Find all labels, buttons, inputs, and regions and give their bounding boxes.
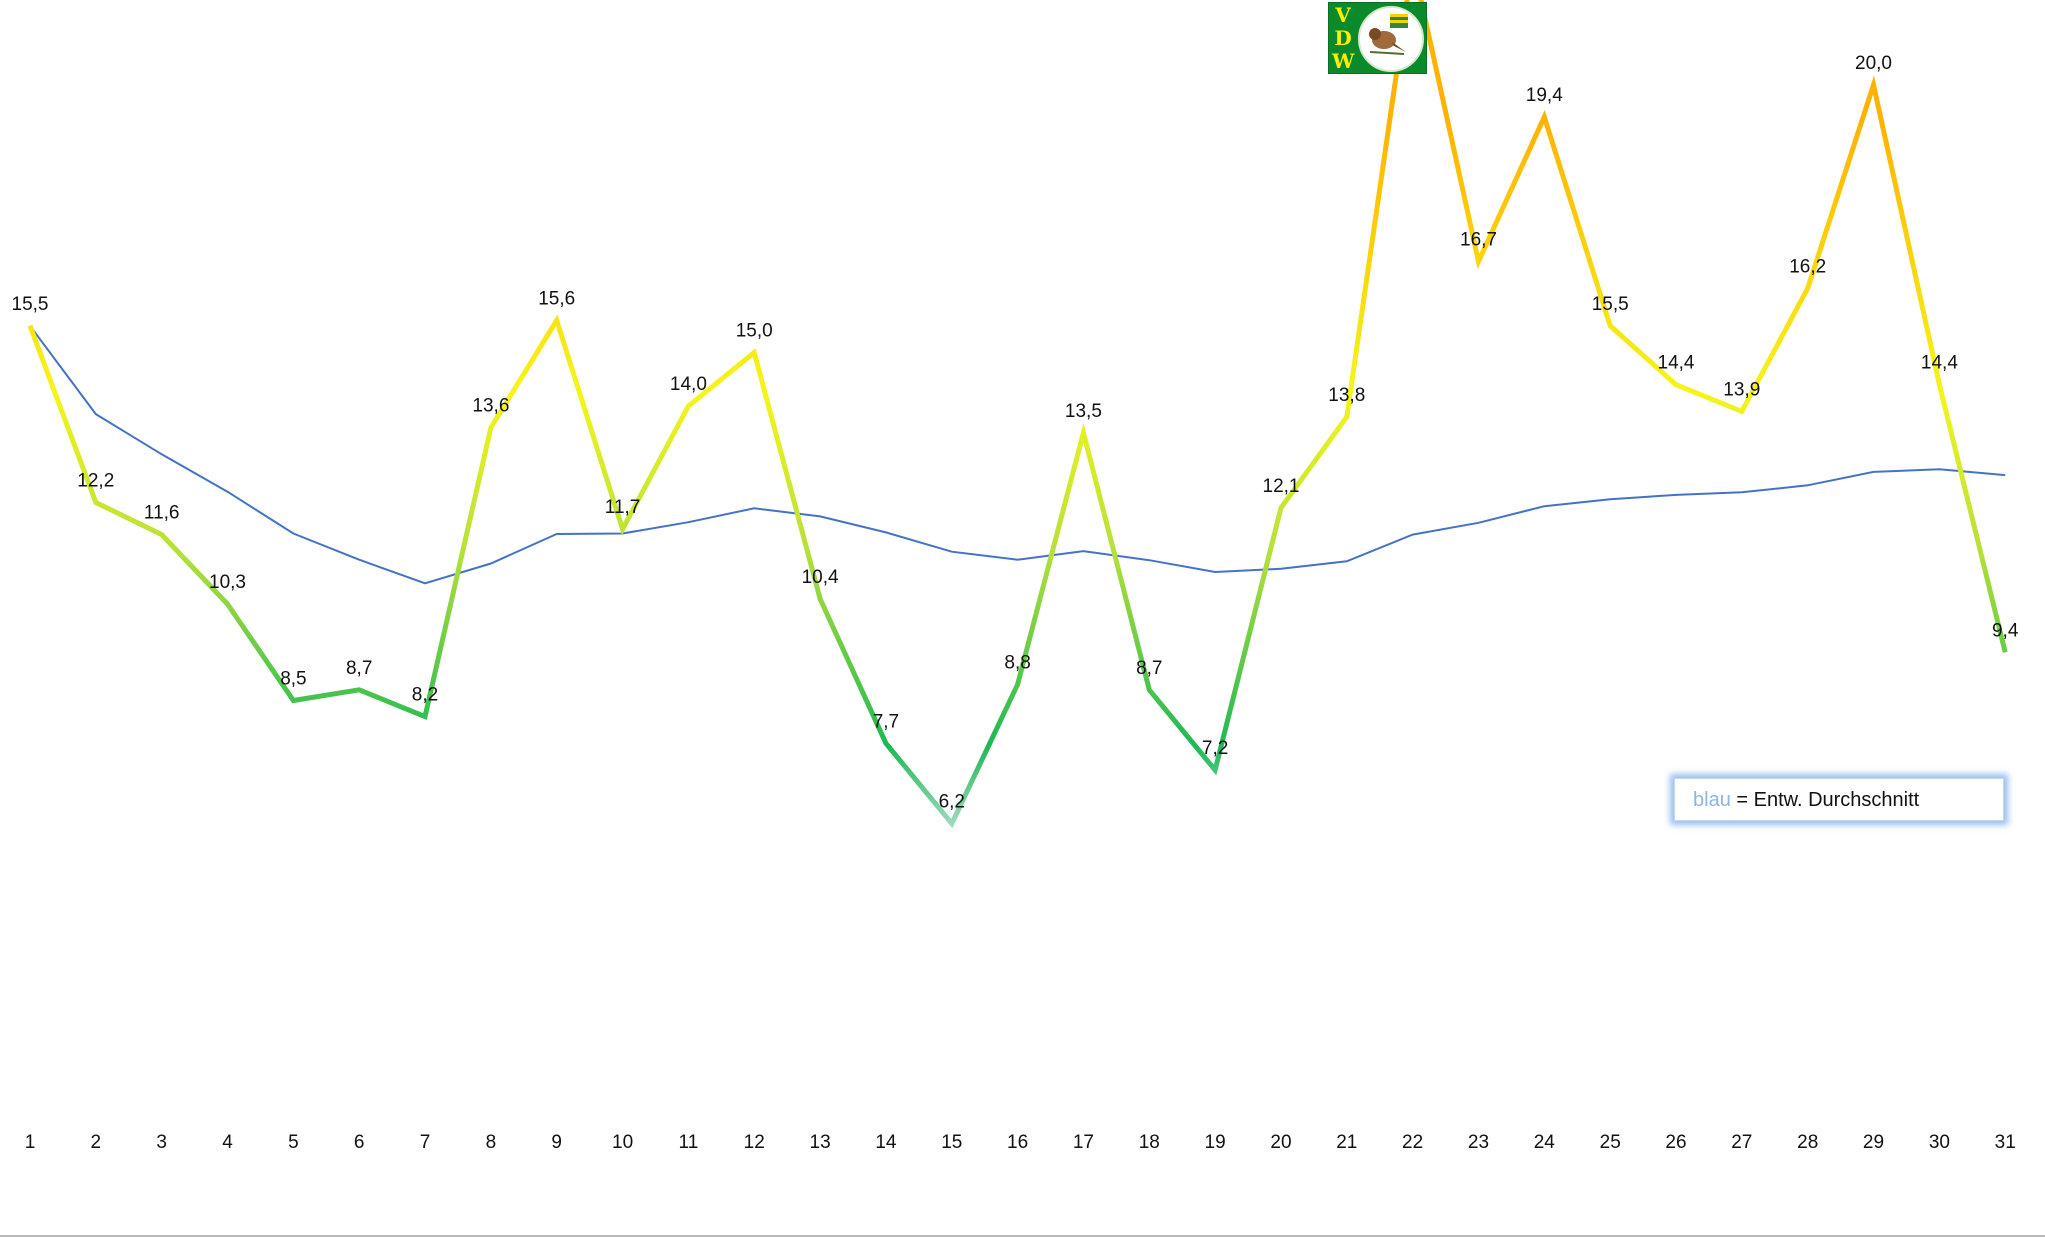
data-label: 6,2 bbox=[939, 792, 965, 813]
data-label: 16,7 bbox=[1460, 230, 1497, 251]
x-tick-label: 15 bbox=[941, 1132, 962, 1153]
x-tick-label: 8 bbox=[486, 1132, 497, 1153]
data-label: 14,0 bbox=[670, 374, 707, 395]
x-tick-label: 6 bbox=[354, 1132, 365, 1153]
vdw-logo: V D W bbox=[1328, 2, 1427, 74]
x-tick-label: 5 bbox=[288, 1132, 299, 1153]
temperature-series bbox=[27, 0, 2008, 829]
data-label: 8,5 bbox=[280, 669, 306, 690]
legend-keyword: blau bbox=[1693, 789, 1731, 811]
data-label: 11,6 bbox=[144, 503, 180, 524]
average-line bbox=[29, 325, 2006, 585]
x-tick-label: 26 bbox=[1665, 1132, 1686, 1153]
x-tick-label: 23 bbox=[1468, 1132, 1489, 1153]
data-label: 14,4 bbox=[1658, 353, 1695, 374]
x-tick-label: 7 bbox=[420, 1132, 431, 1153]
data-label: 13,8 bbox=[1328, 385, 1365, 406]
data-labels: 15,5 12,2 11,6 10,3 8,5 8,7 8,2 13,6 15,6 11,7 14,… bbox=[12, 53, 2019, 813]
data-label: 13,6 bbox=[472, 396, 509, 417]
x-tick-label: 22 bbox=[1402, 1132, 1423, 1153]
data-label: 11,7 bbox=[605, 497, 641, 518]
data-label: 15,5 bbox=[12, 294, 49, 315]
x-tick-label: 4 bbox=[222, 1132, 233, 1153]
data-label: 7,7 bbox=[873, 711, 899, 732]
data-label: 8,8 bbox=[1004, 652, 1030, 673]
data-label: 12,2 bbox=[77, 470, 114, 491]
legend-box: blau = Entw. Durchschnitt bbox=[1674, 778, 2004, 821]
x-tick-label: 12 bbox=[744, 1132, 765, 1153]
legend-text: = Entw. Durchschnitt bbox=[1730, 789, 1920, 811]
data-label: 8,7 bbox=[346, 658, 372, 679]
x-tick-label: 29 bbox=[1863, 1132, 1884, 1153]
data-label: 15,5 bbox=[1592, 294, 1629, 315]
x-tick-label: 9 bbox=[551, 1132, 562, 1153]
temperature-line bbox=[27, 0, 2008, 829]
data-label: 20,0 bbox=[1855, 53, 1892, 74]
data-label: 12,1 bbox=[1263, 476, 1300, 497]
x-tick-label: 20 bbox=[1270, 1132, 1291, 1153]
x-tick-label: 16 bbox=[1007, 1132, 1028, 1153]
bird-icon bbox=[1358, 6, 1424, 72]
logo-letters: V D W bbox=[1332, 3, 1355, 73]
x-tick-label: 14 bbox=[875, 1132, 897, 1153]
data-label: 13,5 bbox=[1065, 401, 1102, 422]
data-label: 10,3 bbox=[209, 572, 246, 593]
average-series bbox=[29, 325, 2006, 585]
x-tick-label: 19 bbox=[1205, 1132, 1226, 1153]
x-tick-label: 17 bbox=[1073, 1132, 1094, 1153]
data-label: 13,9 bbox=[1723, 379, 1760, 400]
bottom-border bbox=[0, 1235, 2045, 1237]
data-label: 14,4 bbox=[1921, 353, 1958, 374]
x-tick-label: 25 bbox=[1600, 1132, 1621, 1153]
x-tick-label: 1 bbox=[25, 1132, 36, 1153]
x-tick-label: 30 bbox=[1929, 1132, 1950, 1153]
data-label: 9,4 bbox=[1992, 620, 2019, 641]
x-tick-label: 13 bbox=[810, 1132, 831, 1153]
data-label: 8,2 bbox=[412, 685, 438, 706]
data-label: 7,2 bbox=[1202, 738, 1228, 759]
x-tick-label: 10 bbox=[612, 1132, 633, 1153]
x-tick-label: 21 bbox=[1336, 1132, 1357, 1153]
x-tick-label: 18 bbox=[1139, 1132, 1160, 1153]
data-label: 15,0 bbox=[736, 321, 773, 342]
data-label: 16,2 bbox=[1789, 256, 1826, 277]
data-label: 8,7 bbox=[1136, 658, 1162, 679]
x-tick-label: 27 bbox=[1731, 1132, 1752, 1153]
data-label: 15,6 bbox=[538, 288, 575, 309]
x-tick-label: 3 bbox=[156, 1132, 167, 1153]
x-tick-label: 28 bbox=[1797, 1132, 1818, 1153]
x-tick-label: 2 bbox=[91, 1132, 102, 1153]
x-axis-ticks: 1 2 3 4 5 6 7 8 9 10 11 12 13 14 15 16 17 18 19 20 21 22 23 24 2… bbox=[25, 1132, 2016, 1153]
x-tick-label: 31 bbox=[1995, 1132, 2016, 1153]
data-label: 19,4 bbox=[1526, 85, 1563, 106]
data-label: 10,4 bbox=[802, 567, 839, 588]
x-tick-label: 11 bbox=[679, 1132, 699, 1153]
x-tick-label: 24 bbox=[1534, 1132, 1556, 1153]
